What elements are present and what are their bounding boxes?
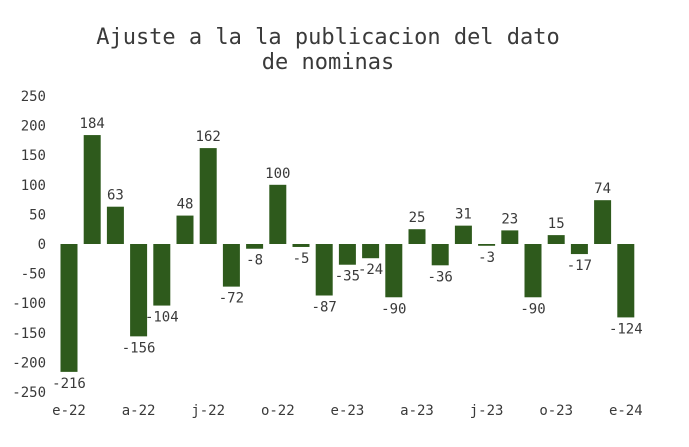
x-tick-label: e-23 xyxy=(331,403,365,419)
bar-o-22 xyxy=(269,184,287,244)
y-tick-label: -50 xyxy=(21,267,46,283)
bar-m-23 xyxy=(385,244,403,298)
x-tick-label: e-22 xyxy=(52,403,86,419)
bar-f-22 xyxy=(83,135,101,244)
bar-d-23 xyxy=(594,200,612,244)
data-label-e-22: -216 xyxy=(52,376,86,392)
data-label-e-24: -124 xyxy=(609,321,643,337)
y-tick-label: -150 xyxy=(12,326,46,342)
bar-my-23 xyxy=(431,244,449,266)
bar-ag-23 xyxy=(501,230,519,244)
bar-n-22 xyxy=(292,244,310,247)
data-label-jl-23: -3 xyxy=(478,250,495,266)
data-label-m-23: -90 xyxy=(381,301,406,317)
data-label-m-22: 63 xyxy=(107,188,124,204)
data-label-d-23: 74 xyxy=(594,181,611,197)
data-label-o-22: 100 xyxy=(265,166,290,182)
chart-title-line-2: de nominas xyxy=(262,50,394,75)
y-tick-label: -250 xyxy=(12,385,46,401)
x-tick-label: a-22 xyxy=(122,403,156,419)
bar-m-22 xyxy=(106,206,124,244)
y-tick-label: 50 xyxy=(29,207,46,223)
y-axis: 250 200 150 100 50 0 -50 -100 -150 -200 -250 xyxy=(12,89,46,401)
bar-e-23 xyxy=(338,244,356,265)
data-label-s-22: -8 xyxy=(246,253,263,269)
x-axis: e-22 a-22 j-22 o-22 e-23 a-23 j-23 o-23 e-24 xyxy=(52,403,643,419)
data-label-ag-22: -72 xyxy=(219,291,244,307)
data-label-n-22: -5 xyxy=(293,251,310,267)
y-tick-label: 0 xyxy=(38,237,46,253)
data-label-s-23: -90 xyxy=(520,301,545,317)
data-label-jl-22: 162 xyxy=(196,129,221,145)
data-label-j-23: 31 xyxy=(455,207,472,223)
chart-title-line-1: Ajuste a la la publicacion del dato xyxy=(96,25,560,50)
x-tick-label: j-23 xyxy=(470,403,504,419)
data-label-a-23: 25 xyxy=(409,210,426,226)
x-tick-label: o-23 xyxy=(539,403,573,419)
bar-ag-22 xyxy=(222,244,240,287)
bar-jl-22 xyxy=(199,148,217,244)
y-tick-label: 200 xyxy=(21,119,46,135)
data-label-my-22: -104 xyxy=(145,310,179,326)
bar-s-22 xyxy=(246,244,264,249)
data-label-a-22: -156 xyxy=(122,340,156,356)
y-tick-label: 250 xyxy=(21,89,46,105)
bar-e-22 xyxy=(60,244,78,372)
y-tick-label: -100 xyxy=(12,296,46,312)
bar-my-22 xyxy=(153,244,171,306)
y-tick-label: 100 xyxy=(21,178,46,194)
bar-s-23 xyxy=(524,244,542,298)
bar-a-23 xyxy=(408,229,426,244)
x-tick-label: j-22 xyxy=(191,403,225,419)
bar-d-22 xyxy=(315,244,333,296)
bar-f-23 xyxy=(362,244,380,259)
bar-jl-23 xyxy=(478,244,496,246)
data-label-o-23: 15 xyxy=(548,216,565,232)
data-label-ag-23: 23 xyxy=(501,211,518,227)
y-tick-label: 150 xyxy=(21,148,46,164)
x-tick-label: e-24 xyxy=(609,403,643,419)
data-label-d-22: -87 xyxy=(312,300,337,316)
bar-e-24 xyxy=(617,244,635,318)
data-label-e-23: -35 xyxy=(335,269,360,285)
bar-j-22 xyxy=(176,215,194,244)
x-tick-label: a-23 xyxy=(400,403,434,419)
bars xyxy=(60,135,635,372)
bar-j-23 xyxy=(454,225,472,244)
data-label-f-23: -24 xyxy=(358,262,383,278)
x-tick-label: o-22 xyxy=(261,403,295,419)
data-label-n-23: -17 xyxy=(567,258,592,274)
data-labels: -216 184 63 -156 -104 48 162 -72 -8 100 -5 -87 -35-2… xyxy=(52,116,643,392)
data-label-f-22: 184 xyxy=(80,116,105,132)
bar-o-23 xyxy=(547,235,565,244)
y-tick-label: -200 xyxy=(12,355,46,371)
bar-a-22 xyxy=(130,244,148,337)
bar-n-23 xyxy=(570,244,588,255)
data-label-my-23: -36 xyxy=(428,269,453,285)
data-label-j-22: 48 xyxy=(177,197,194,213)
